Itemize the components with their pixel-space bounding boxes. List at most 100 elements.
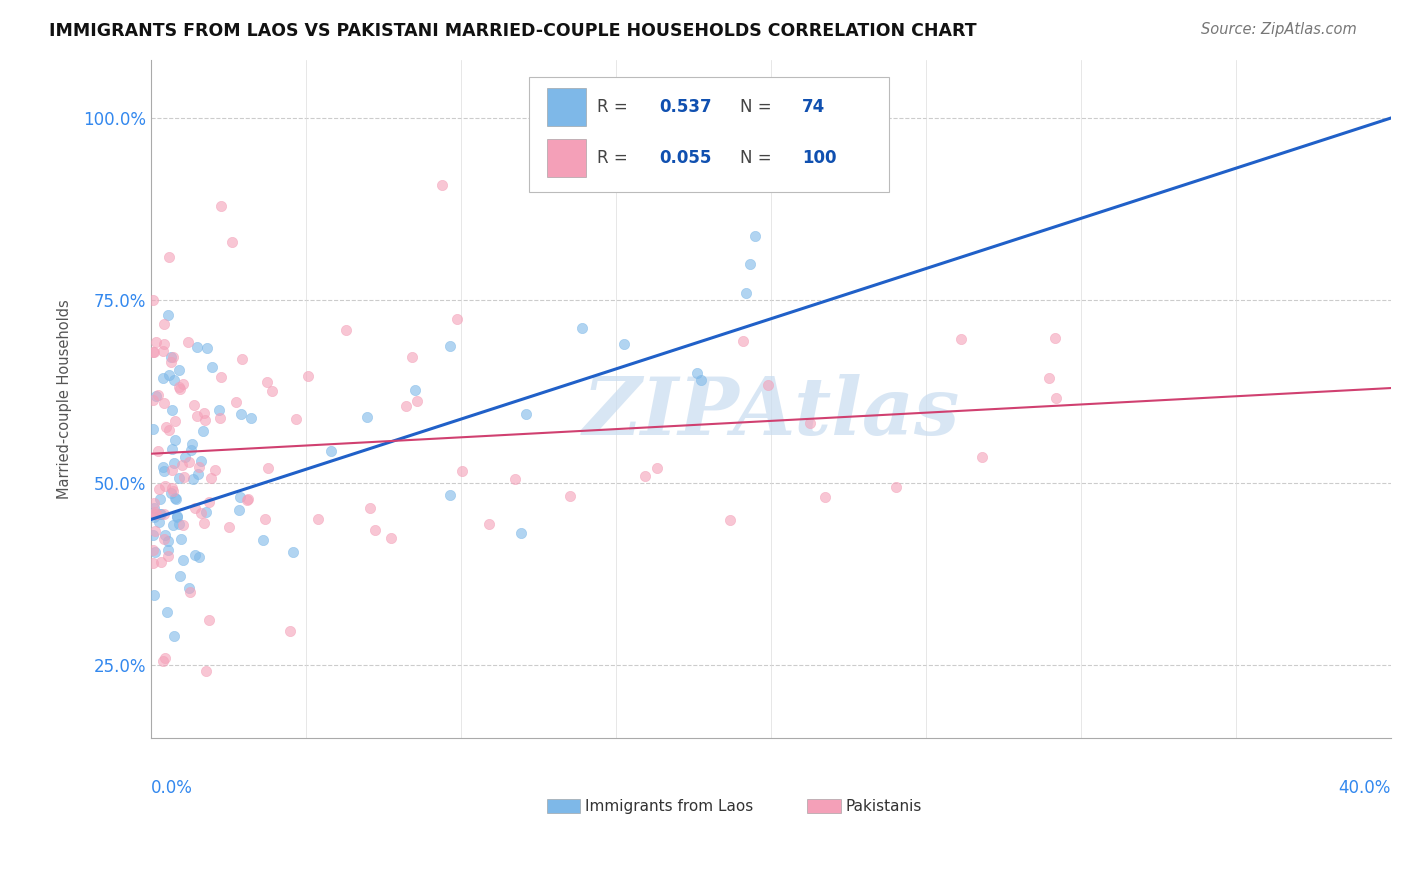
Point [165,414,187,428]
Point [166,508,188,523]
Point [194,413,217,427]
Text: ZIPAtlas: ZIPAtlas [582,374,960,451]
Point [510,525,533,540]
Point [201,360,224,375]
Point [142,528,165,542]
Point [152,343,174,358]
Point [149,507,172,521]
Point [558,489,581,503]
Point [186,340,208,354]
Text: N =: N = [740,98,778,116]
Point [142,543,165,558]
Point [187,467,209,481]
Point [177,335,200,350]
Text: IMMIGRANTS FROM LAOS VS PAKISTANI MARRIED-COUPLE HOUSEHOLDS CORRELATION CHART: IMMIGRANTS FROM LAOS VS PAKISTANI MARRIE… [49,22,977,40]
Point [163,373,186,387]
Point [160,486,183,500]
Point [153,479,176,493]
Point [718,513,741,527]
Point [209,198,232,212]
Point [262,384,284,398]
Point [187,459,209,474]
Point [799,416,821,430]
Point [195,664,218,678]
Point [163,433,186,447]
Point [256,460,278,475]
Point [190,454,212,468]
Point [281,545,304,559]
Point [198,613,221,627]
Point [167,516,190,531]
Point [142,507,165,521]
Point [451,464,474,478]
Point [229,408,252,422]
Point [165,492,187,507]
Point [162,518,184,533]
Point [335,323,357,337]
Point [647,461,669,475]
Point [166,510,188,524]
Text: 0.055: 0.055 [659,149,711,167]
Point [170,532,193,546]
Point [172,553,194,567]
Point [177,455,200,469]
Point [142,392,165,407]
Point [157,423,180,437]
Point [307,512,329,526]
Text: Pakistanis: Pakistanis [845,798,922,814]
Point [218,520,240,534]
Point [153,317,176,331]
Point [162,483,184,498]
Point [177,581,200,595]
Point [153,396,176,410]
Point [239,410,262,425]
Point [143,345,166,359]
Point [571,321,593,335]
Point [229,491,252,505]
Point [395,399,418,413]
Point [972,450,994,464]
FancyBboxPatch shape [547,138,586,178]
Point [204,462,226,476]
Point [363,523,385,537]
Point [190,506,212,520]
Point [162,456,184,470]
Point [145,507,167,521]
Point [200,471,222,485]
Point [167,363,190,377]
Point [197,341,219,355]
Point [231,352,253,367]
Point [153,532,176,546]
Point [949,332,972,346]
Point [142,510,165,524]
Point [145,389,167,403]
Point [162,630,184,644]
Point [142,293,165,307]
Point [156,549,179,564]
Point [184,501,207,516]
Point [157,308,180,322]
Point [253,512,276,526]
Text: R =: R = [598,98,634,116]
Point [152,337,174,351]
Point [1038,370,1060,384]
Point [156,605,179,619]
Point [143,545,166,559]
Point [401,350,423,364]
Text: R =: R = [598,149,634,167]
Point [165,491,187,505]
Point [172,518,194,533]
Point [744,229,766,244]
Point [439,339,461,353]
Point [155,420,177,434]
Point [153,651,176,665]
Point [359,500,381,515]
Point [256,375,278,389]
Text: 74: 74 [801,98,825,116]
Point [515,407,537,421]
Point [686,366,709,380]
Point [146,387,169,401]
Point [180,442,202,457]
Point [148,482,170,496]
Point [157,534,180,549]
